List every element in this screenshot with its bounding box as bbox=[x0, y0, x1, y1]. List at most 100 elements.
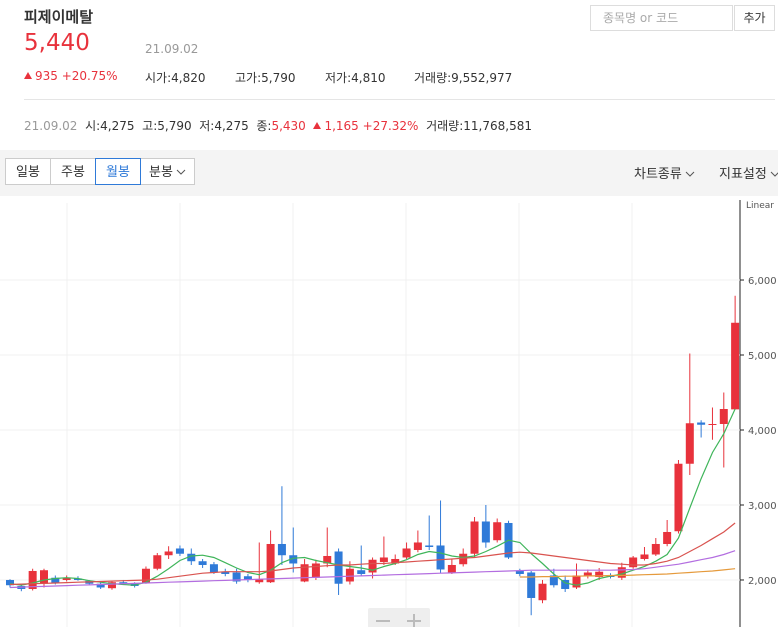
tab-label: 분봉 bbox=[149, 165, 173, 180]
candle-body bbox=[413, 542, 422, 550]
stat-label: 저: bbox=[199, 119, 215, 133]
candle-body bbox=[62, 577, 71, 580]
daily-date: 21.09.02 bbox=[24, 119, 78, 133]
chart: Linear 2,000 3,000 4,000 5,000 6,000 bbox=[0, 200, 777, 627]
menu-label: 차트종류 bbox=[634, 167, 682, 182]
stat-value: 5,790 bbox=[157, 119, 192, 133]
candle-body bbox=[175, 548, 184, 554]
candle-body bbox=[311, 563, 320, 578]
candle-body bbox=[719, 409, 728, 424]
candle-body bbox=[481, 521, 490, 543]
time-grid bbox=[66, 203, 633, 627]
stat-label: 시가: bbox=[145, 71, 172, 85]
stat-label: 거래량: bbox=[414, 71, 452, 85]
stat-label: 거래량: bbox=[426, 119, 464, 133]
change: 935 +20.75% bbox=[24, 69, 118, 83]
candle-body bbox=[73, 578, 82, 580]
candle-body bbox=[583, 572, 592, 576]
stat-label: 고: bbox=[142, 119, 158, 133]
candle-body bbox=[651, 543, 660, 555]
candle-body bbox=[345, 568, 354, 582]
candle-body bbox=[266, 543, 275, 583]
stat: 고가:5,790 bbox=[235, 69, 295, 86]
tab[interactable]: 분봉 bbox=[140, 158, 195, 185]
moving-average-line bbox=[9, 522, 736, 586]
tab[interactable]: 일봉 bbox=[5, 158, 51, 185]
candle-body bbox=[232, 572, 241, 582]
candle-body bbox=[141, 568, 150, 583]
candle-body bbox=[379, 557, 388, 562]
candle-body bbox=[436, 545, 445, 570]
candle-body bbox=[368, 559, 377, 573]
candle-body bbox=[323, 555, 332, 564]
candle-body bbox=[459, 553, 468, 565]
y-tick-label: 6,000 bbox=[748, 276, 777, 287]
candle-body bbox=[391, 558, 400, 564]
chevron bbox=[685, 171, 695, 177]
candle-body bbox=[595, 571, 604, 577]
add-button[interactable]: 추가 bbox=[734, 5, 775, 31]
candle-body bbox=[470, 521, 479, 554]
stat-value: 4,275 bbox=[100, 119, 135, 133]
candle-body bbox=[425, 545, 434, 547]
candle-body bbox=[493, 522, 502, 541]
candle-body bbox=[300, 564, 309, 582]
candle-body bbox=[617, 567, 626, 578]
candle-body bbox=[277, 543, 286, 556]
candle-body bbox=[39, 570, 48, 584]
candle-body bbox=[549, 575, 558, 586]
stat-label: 종: bbox=[256, 119, 272, 133]
stat-value: 9,552,977 bbox=[451, 71, 513, 85]
menu-label: 지표설정 bbox=[719, 167, 767, 182]
candle-body bbox=[130, 582, 139, 586]
chevron bbox=[770, 171, 778, 177]
candle-body bbox=[6, 579, 14, 586]
candle-body bbox=[663, 531, 672, 544]
candle-body bbox=[640, 554, 649, 559]
y-axis-label: Linear bbox=[746, 201, 774, 211]
candle-body bbox=[402, 548, 411, 558]
candle-body bbox=[164, 551, 173, 556]
stat-label: 저가: bbox=[325, 71, 352, 85]
chevron bbox=[176, 169, 186, 175]
candle-body bbox=[119, 582, 128, 584]
stat-value: 11,768,581 bbox=[463, 119, 532, 133]
candle-body bbox=[685, 423, 694, 464]
candle-body bbox=[629, 557, 638, 568]
candle-body bbox=[243, 576, 252, 580]
candle-body bbox=[255, 579, 264, 583]
candle-body bbox=[28, 570, 37, 589]
tab[interactable]: 주봉 bbox=[50, 158, 96, 185]
candle-body bbox=[697, 422, 706, 425]
candle-body bbox=[708, 423, 717, 425]
change-rate: +20.75% bbox=[61, 69, 118, 83]
y-tick-label: 2,000 bbox=[748, 576, 777, 587]
stat-value: 4,810 bbox=[351, 71, 386, 85]
moving-average-line bbox=[519, 568, 736, 578]
y-tick-label: 4,000 bbox=[748, 426, 777, 437]
stat-value: 4,820 bbox=[171, 71, 206, 85]
candle-body bbox=[96, 583, 105, 588]
y-tick-label: 5,000 bbox=[748, 351, 777, 362]
zoom-control[interactable] bbox=[368, 608, 430, 627]
candle-body bbox=[153, 555, 162, 569]
stat: 저가:4,810 bbox=[325, 69, 385, 86]
menu[interactable]: 차트종류 bbox=[634, 163, 695, 182]
candle-body bbox=[527, 572, 536, 598]
search-input[interactable]: 종목명 or 코드 bbox=[590, 5, 733, 31]
stock-name: 피제이메탈 bbox=[24, 8, 94, 26]
menu[interactable]: 지표설정 bbox=[719, 163, 778, 182]
change-rate: +27.32% bbox=[362, 119, 419, 133]
stat-value: 5,790 bbox=[261, 71, 296, 85]
divider bbox=[24, 99, 775, 100]
candle-body bbox=[209, 564, 218, 573]
stat: 거래량:9,552,977 bbox=[414, 69, 512, 86]
price: 5,440 bbox=[24, 30, 90, 56]
y-tick-label: 3,000 bbox=[748, 501, 777, 512]
tab-selected[interactable]: 월봉 bbox=[95, 158, 141, 185]
moving-average-line bbox=[9, 550, 736, 589]
candle-body bbox=[447, 564, 456, 573]
candle-body bbox=[334, 551, 343, 584]
candle-body bbox=[538, 583, 547, 601]
